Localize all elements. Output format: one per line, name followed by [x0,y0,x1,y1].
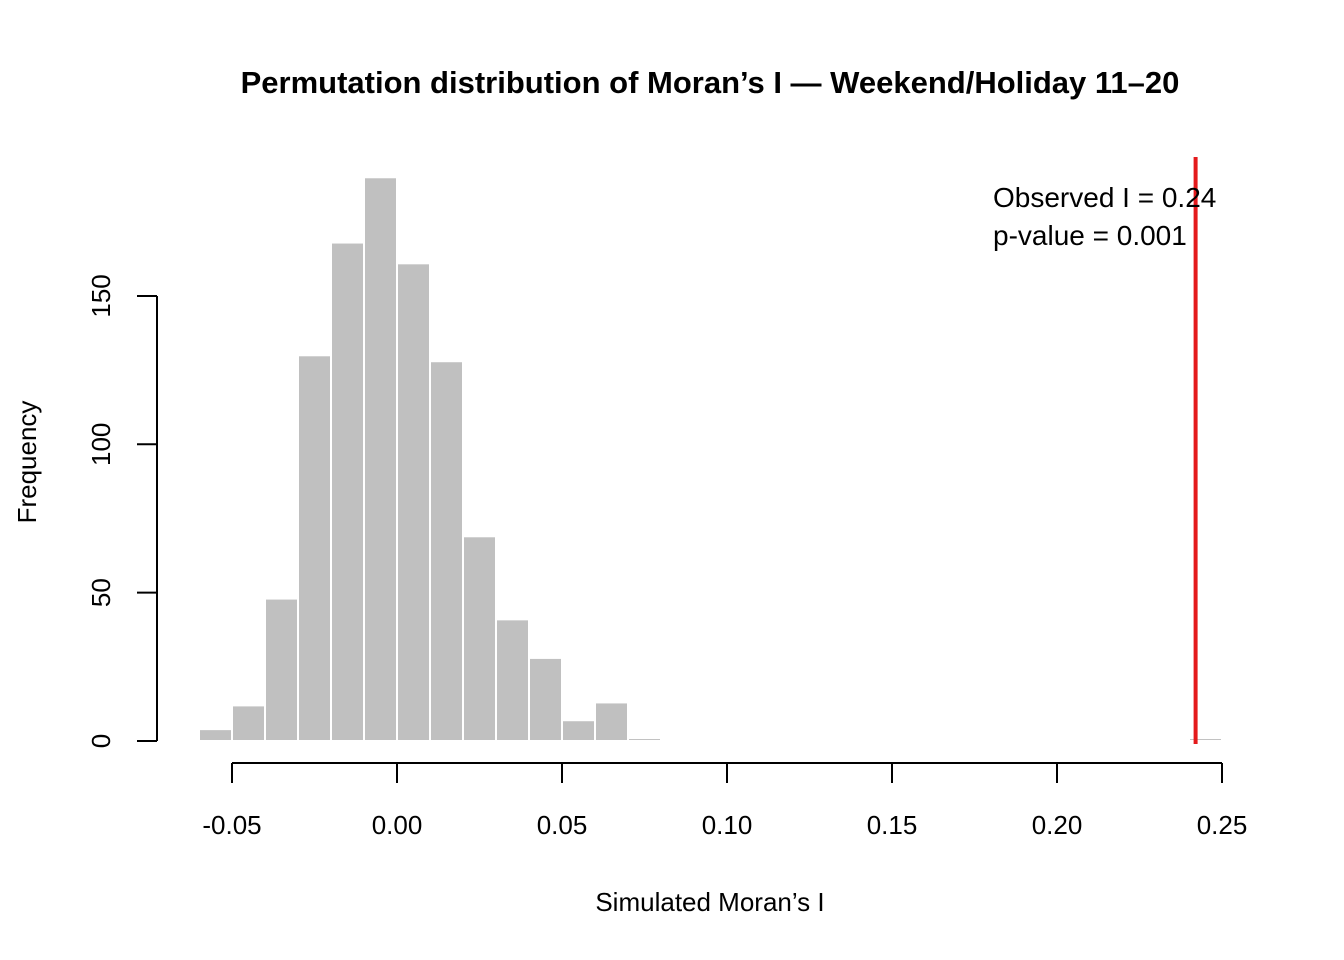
x-tick-label: 0.20 [1032,810,1083,840]
annotation-pvalue: p-value = 0.001 [993,220,1187,251]
x-tick-label: 0.15 [867,810,918,840]
y-tick-label: 50 [86,578,116,607]
y-tick-label: 100 [86,423,116,466]
histogram-bar [627,737,662,743]
histogram-bar [528,656,563,743]
histogram-bar [297,354,332,742]
x-axis: -0.05 0.00 0.05 0.10 0.15 0.20 0.25 [202,762,1248,840]
histogram-bar [231,704,266,742]
histogram-bar [495,618,530,743]
x-tick-label: 0.00 [372,810,423,840]
x-tick-label: 0.25 [1197,810,1248,840]
histogram-bar [264,597,299,742]
histogram-bar [1188,737,1223,743]
histogram-bar [429,360,464,742]
y-axis: 0 50 100 150 [86,274,158,748]
y-axis-label: Frequency [12,401,42,524]
y-tick-label: 150 [86,274,116,317]
histogram-bar [198,728,233,743]
x-tick-label: 0.10 [702,810,753,840]
histogram-bar [561,719,596,743]
histogram-bar [462,535,497,742]
y-tick-label: 0 [86,734,116,748]
histogram-bar [363,176,398,742]
chart-title: Permutation distribution of Moran’s I — … [241,65,1180,100]
annotation-observed: Observed I = 0.24 [993,182,1216,213]
histogram-bar [396,262,431,742]
histogram-bar [330,241,365,742]
x-tick-label: 0.05 [537,810,588,840]
histogram-bar [594,701,629,743]
bars-group [198,176,1223,743]
x-axis-label: Simulated Moran’s I [595,887,824,917]
x-tick-label: -0.05 [202,810,261,840]
